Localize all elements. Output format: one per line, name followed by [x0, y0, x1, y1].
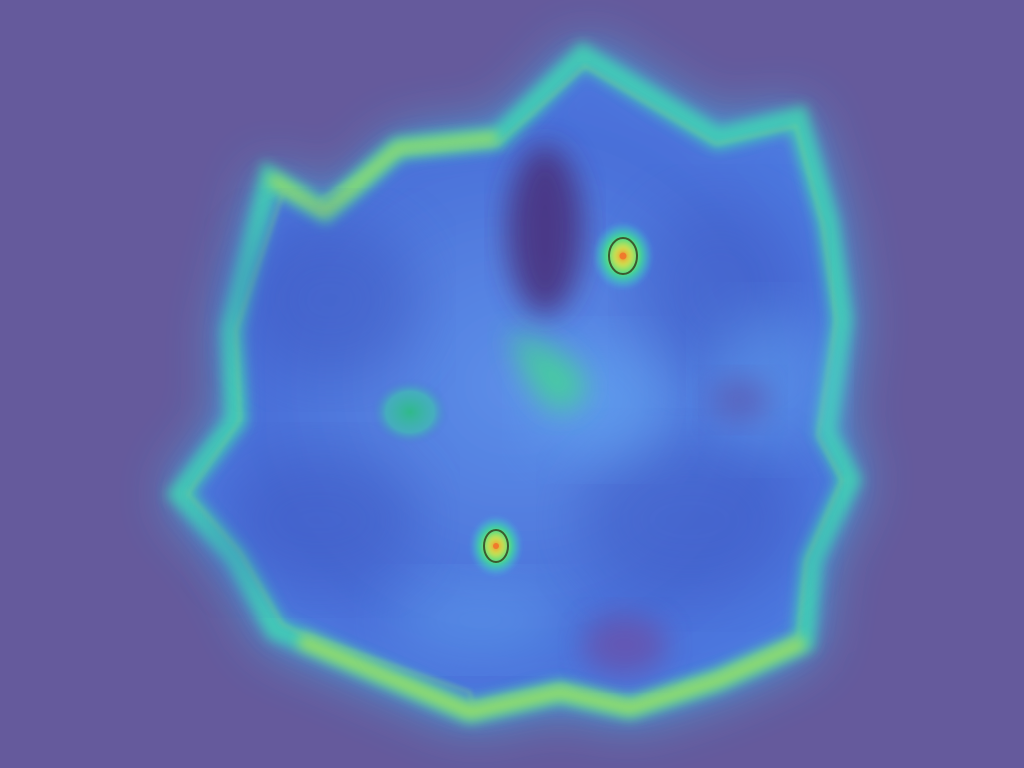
- green-streak: [510, 330, 586, 411]
- rim-glow: [165, 41, 863, 724]
- purple-region-top: [507, 145, 583, 315]
- hotspot-upper-contour: [608, 237, 638, 275]
- purple-region-bottom: [583, 615, 667, 675]
- green-blob-left: [370, 378, 450, 446]
- purple-region-right: [710, 378, 770, 422]
- hotspot-upper-core: [619, 252, 627, 260]
- dark-region-lower-left: [220, 450, 420, 590]
- hotspot-lower-core: [493, 543, 499, 549]
- rim-yellow-top-left: [266, 132, 499, 220]
- dark-region-lower-right: [580, 440, 800, 600]
- hotspot-lower-contour: [483, 529, 509, 563]
- dark-region-left: [240, 220, 420, 380]
- light-patch-bottom: [390, 580, 570, 660]
- rim-yellow-bottom: [297, 633, 807, 720]
